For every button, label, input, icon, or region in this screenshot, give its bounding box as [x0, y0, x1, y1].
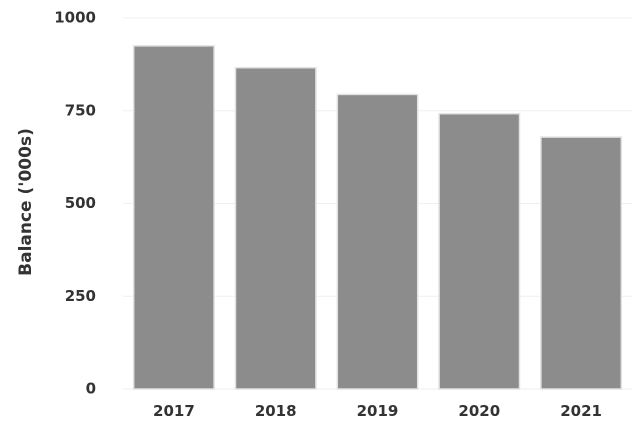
y-axis-title: Balance ('000s)	[16, 128, 36, 276]
x-tick-label: 2019	[357, 402, 399, 420]
x-tick-label: 2017	[153, 402, 195, 420]
bar-2017	[132, 45, 215, 390]
y-tick-label: 0	[86, 380, 96, 398]
y-tick-label: 750	[65, 101, 96, 119]
bar-2020	[438, 112, 521, 390]
y-axis-ticks: 0 250 500 750 1000	[54, 9, 96, 398]
bars	[132, 45, 623, 390]
y-tick-label: 500	[65, 194, 96, 212]
bar-2018	[234, 66, 317, 390]
bar-2021	[540, 136, 623, 390]
x-axis-ticks: 2017 2018 2019 2020 2021	[153, 402, 602, 420]
y-tick-label: 250	[65, 287, 96, 305]
x-tick-label: 2018	[255, 402, 297, 420]
y-tick-label: 1000	[54, 9, 96, 27]
x-tick-label: 2020	[458, 402, 500, 420]
bar-2019	[336, 93, 419, 390]
x-tick-label: 2021	[560, 402, 602, 420]
